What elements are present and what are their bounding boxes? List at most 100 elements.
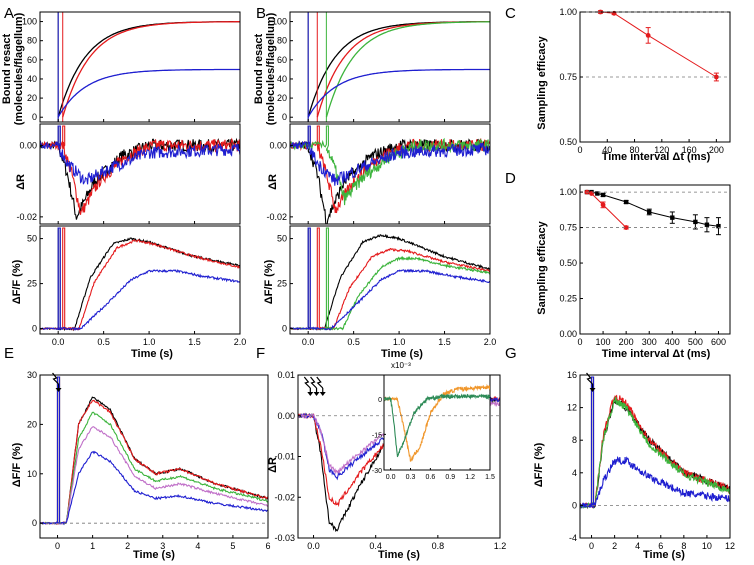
g-xtick-label-1: 2 [612,541,617,551]
d-interval-label: Time interval Δt (ms) [602,348,711,360]
d-point-black [600,192,606,198]
b1-axes-frame [289,123,491,225]
f1-arrowhead-icon [307,392,314,396]
b0-ytick-label-5: 100 [272,17,287,27]
b2-xtick-label-4: 2.0 [484,337,497,347]
f-ytick-label-4: -0.03 [274,533,295,543]
a2-xtick-label-1: 0.5 [97,337,110,347]
b1-ytick-label-0: 0.00 [269,140,287,150]
finset-series-teal [384,393,490,458]
c-xtick-label-2: 80 [630,145,640,155]
g-series-blue [580,376,730,510]
f-inset-xtick-label-1: 0.3 [406,474,416,481]
g-flash-icon [586,372,593,385]
plot-lines-layer: 0.0 0.3 0.6 0.9 1.2 1.5 0 -15 -30 [40,9,730,533]
b0-ytick-label-3: 60 [277,55,287,65]
panel-label-g: G [505,345,517,362]
d-point-black [647,209,652,215]
f-inset-ytick-label-1: -15 [372,432,382,439]
e-xtick-label-1: 1 [90,541,95,551]
a2-series-black [40,227,240,332]
a1-ytick-label-1: -0.02 [16,212,37,222]
d-series-red [586,191,627,228]
g-xtick-label-5: 10 [702,541,712,551]
b1-ytick-label-1: -0.02 [266,212,287,222]
g-ytick-label-5: 16 [567,370,577,380]
a2-xtick-label-2: 1.0 [143,337,156,347]
d-xtick-label-2: 200 [619,337,634,347]
e-axes-frame [39,374,269,539]
f-inset-xtick-label-2: 0.6 [426,474,436,481]
f2-arrowhead-icon [313,392,320,396]
f-ytick-label-3: -0.02 [274,492,295,502]
g-xtick-label-0: 0 [589,541,594,551]
b2-xtick-label-1: 0.5 [347,337,360,347]
a2-series-blue [40,227,240,331]
d-ytick-label-0: 0.00 [559,329,577,339]
f-xtick-label-1: 0.4 [369,541,382,551]
b0-series-blue [307,68,490,118]
a2-ytick-label-2: 50 [27,234,37,244]
f-xtick-label-2: 0.8 [432,541,445,551]
g-time-label: Time (s) [643,549,685,561]
a0-ytick-label-4: 80 [27,36,37,46]
f-xtick-label-0: 0.0 [307,541,320,551]
c-series-red [600,11,717,78]
c-sampling-label: Sampling efficacy [536,35,548,129]
b-dr-label: ΔR [267,174,279,190]
f-inset-xtick-label-4: 1.2 [465,474,475,481]
a-bound-label: Bound resact [1,34,13,105]
a2-series-red [40,227,240,331]
f1-flash-icon [303,376,311,389]
b0-ytick-label-0: 0 [282,112,287,122]
g-xtick-label-4: 8 [681,541,686,551]
c-xtick-label-5: 200 [709,145,724,155]
b2-xtick-label-3: 1.5 [438,337,451,347]
e-series-black [40,376,268,525]
d-point-red [600,202,606,208]
g-ytick-label-4: 12 [567,403,577,413]
a0-axes-frame [39,11,241,123]
g-xtick-label-6: 12 [725,541,735,551]
c-xtick-label-1: 40 [602,145,612,155]
g-xtick-label-3: 6 [658,541,663,551]
b-dff-label: ΔF/F (%) [263,259,275,304]
c-ytick-label-0: 0.50 [559,137,577,147]
f-inset-ytick-label-2: -30 [372,468,382,475]
c-ytick-label-2: 1.00 [559,7,577,17]
b-bound-label: Bound resact [253,34,265,105]
a2-ytick-label-1: 25 [27,279,37,289]
a-time-label: Time (s) [131,348,173,360]
d-xtick-label-3: 300 [642,337,657,347]
panel-label-b: B [256,5,266,22]
e-series-green [40,376,268,525]
d-point-red [623,225,629,230]
b-time-label: Time (s) [381,348,423,360]
c-point-red [713,74,719,80]
b2-ytick-label-1: 25 [277,279,287,289]
d-ytick-label-3: 0.75 [559,223,577,233]
c-xtick-label-4: 160 [682,145,697,155]
e-xtick-label-2: 2 [125,541,130,551]
e-ytick-label-0: 0 [32,518,37,528]
a-dr-label: ΔR [15,174,27,190]
b0-series-green [325,21,490,118]
e-xtick-label-0: 0 [55,541,60,551]
b0-ytick-label-1: 20 [277,93,287,103]
d-xtick-label-4: 400 [665,337,680,347]
a2-ytick-label-0: 0 [32,324,37,334]
b2-series-green [290,227,490,331]
d-xtick-label-0: 0 [577,337,582,347]
a0-ytick-label-3: 60 [27,55,37,65]
panel-label-e: E [4,345,14,362]
a0-series-red [62,21,240,118]
d-ytick-label-4: 1.00 [559,187,577,197]
d-xtick-label-6: 600 [711,337,726,347]
d-point-black [704,222,710,227]
a0-series-blue [57,68,240,118]
d-series-black [586,191,719,227]
g-ytick-label-0: -4 [569,533,577,543]
a1-series-blue [40,125,240,185]
